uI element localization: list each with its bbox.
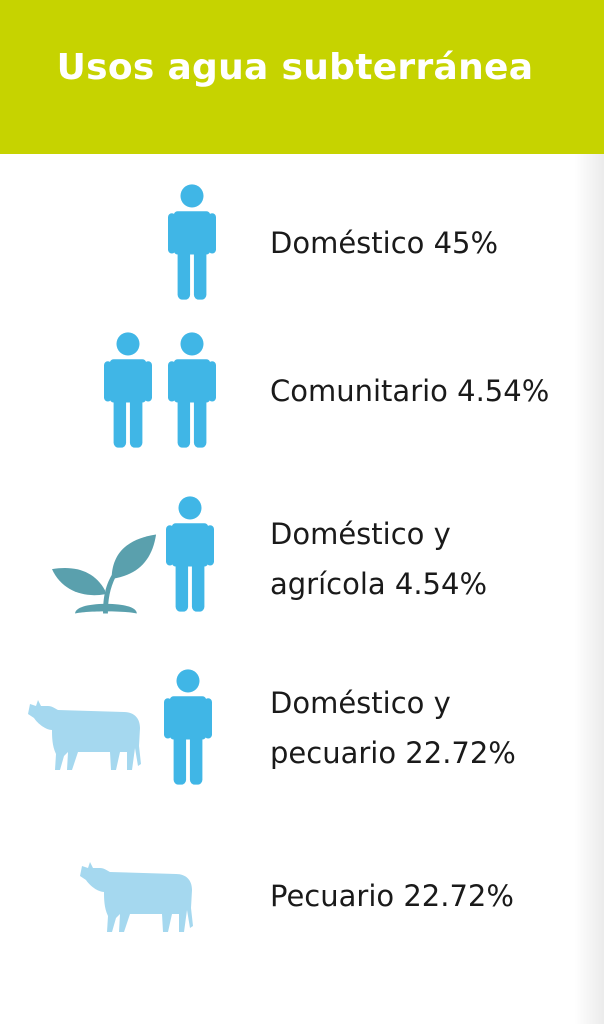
cow-icon (80, 856, 195, 936)
item-label: Doméstico 45% (270, 226, 499, 260)
item-label-line1: Doméstico y (270, 686, 451, 720)
cow-icon (28, 694, 143, 774)
person-icon (168, 331, 216, 449)
person-icon (166, 495, 214, 613)
item-label: Pecuario 22.72% (270, 879, 514, 913)
person-icon (164, 668, 212, 786)
header-banner (0, 0, 604, 154)
person-icon (168, 183, 216, 301)
plant-icon (52, 529, 158, 619)
list-item-pecuario: Pecuario 22.72% (0, 856, 604, 936)
page-edge-shadow (574, 154, 604, 1024)
list-item-comunitario: Comunitario 4.54% (0, 331, 604, 451)
page-title: Usos agua subterránea (56, 47, 534, 88)
item-label-line1: Doméstico y (270, 517, 451, 551)
list-item-domestico: Doméstico 45% (0, 183, 604, 303)
item-label-line2: pecuario 22.72% (270, 736, 516, 770)
item-label: Comunitario 4.54% (270, 374, 550, 408)
list-item-domestico-pecuario: Doméstico y pecuario 22.72% (0, 668, 604, 788)
list-item-domestico-agricola: Doméstico y agrícola 4.54% (0, 495, 604, 620)
person-icon (104, 331, 152, 449)
item-label-line2: agrícola 4.54% (270, 567, 488, 601)
